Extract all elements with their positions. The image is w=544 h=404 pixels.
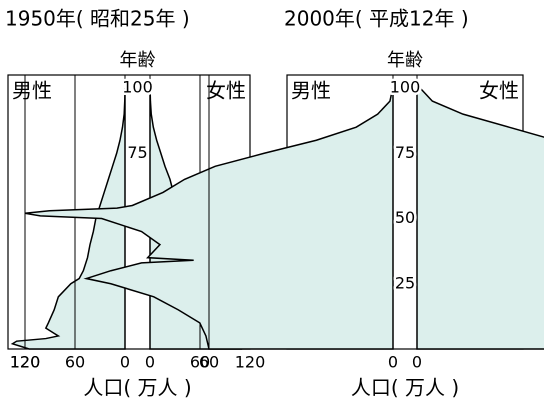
- x-tick-label: 0: [120, 353, 130, 372]
- legend-label: 男性: [12, 79, 52, 103]
- y-axis-title: 年齢: [120, 50, 156, 71]
- population-area: [416, 87, 544, 350]
- x-axis-title: 人口( 万人 ): [83, 376, 191, 400]
- x-axis-title: 人口( 万人 ): [351, 376, 459, 400]
- y-tick-label: 75: [395, 143, 415, 162]
- legend-label: 男性: [291, 79, 331, 103]
- x-tick-label: 60: [190, 353, 210, 372]
- legend-label: 女性: [479, 79, 519, 103]
- y-tick-label: 25: [395, 273, 415, 292]
- x-tick-label: 0: [388, 353, 398, 372]
- legend-label: 女性: [206, 79, 246, 103]
- y-tick-label: 50: [395, 208, 415, 227]
- chart-title: 2000年( 平成12年 ): [284, 7, 469, 31]
- x-tick-label: 60: [199, 353, 219, 372]
- x-tick-label: 120: [10, 353, 41, 372]
- x-tick-label: 60: [65, 353, 85, 372]
- population-area: [10, 88, 126, 350]
- x-tick-label: 0: [145, 353, 155, 372]
- y-tick-label: 75: [127, 143, 147, 162]
- y-tick-label: 100: [122, 78, 153, 97]
- x-tick-label: 120: [10, 353, 41, 372]
- y-axis-title: 年齢: [387, 50, 423, 71]
- x-tick-label: 120: [235, 353, 266, 372]
- y-tick-label: 100: [390, 78, 421, 97]
- x-tick-label: 0: [412, 353, 422, 372]
- chart-title: 1950年( 昭和25年 ): [5, 7, 190, 31]
